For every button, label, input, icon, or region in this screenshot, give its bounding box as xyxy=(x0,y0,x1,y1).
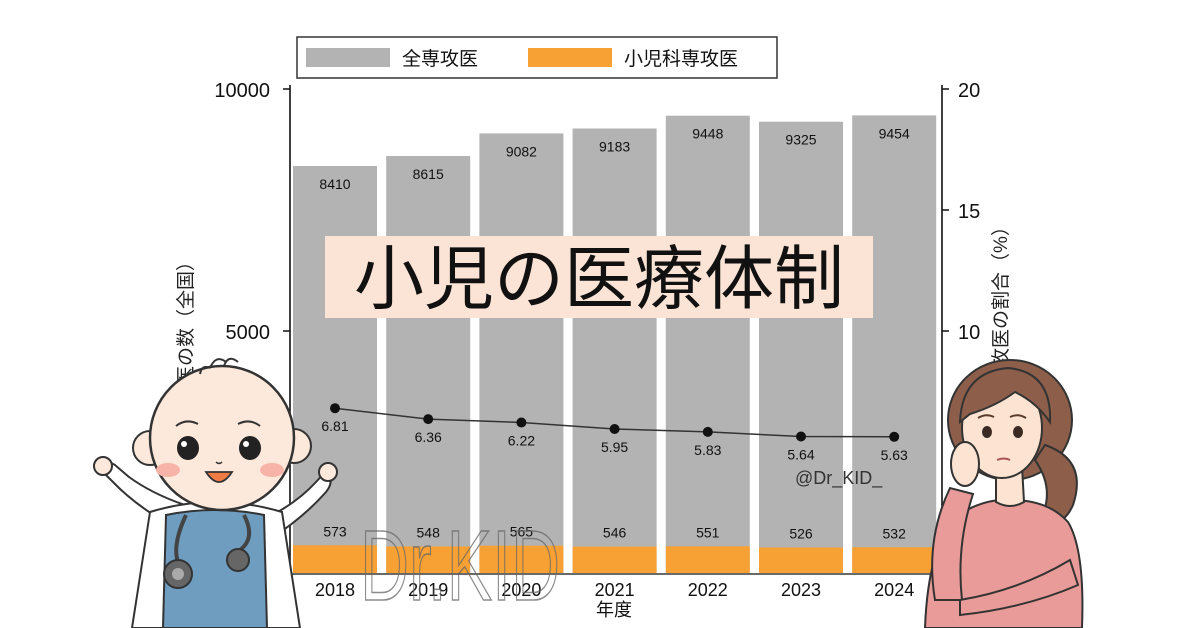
ratio-point-2023 xyxy=(796,431,806,442)
ratio-line-layer: 6.81 6.36 6.22 5.95 5.83 5.64 5.63 xyxy=(321,403,908,463)
baby-right-eye-highlight xyxy=(243,441,249,447)
total-value-label-2023: 9325 xyxy=(785,132,816,148)
ratio-point-2022 xyxy=(702,426,713,437)
x-tick-label-2024: 2024 xyxy=(874,580,914,600)
baby-head xyxy=(148,364,296,512)
total-bar-2022 xyxy=(665,115,750,573)
ratio-value-label-2023: 5.64 xyxy=(787,447,814,463)
stethoscope-chestpiece-inner xyxy=(172,568,184,580)
watermark-handle: @Dr_KID_ xyxy=(795,468,883,489)
x-tick-label-2023: 2023 xyxy=(781,580,821,600)
woman-fringe xyxy=(958,366,1052,426)
woman-right-eye xyxy=(1013,426,1023,438)
pediatric-value-label-2018: 573 xyxy=(323,523,347,539)
right-tick-label-15: 15 xyxy=(958,201,980,223)
watermark-logo: Dr.KID xyxy=(360,510,560,622)
ratio-value-label-2024: 5.63 xyxy=(881,447,908,463)
pediatric-value-label-2019: 548 xyxy=(417,525,441,541)
ratio-value-label-2020: 6.22 xyxy=(508,433,535,449)
left-tick-label-10000: 10000 xyxy=(214,80,270,102)
baby-left-eye-highlight xyxy=(181,441,187,447)
woman-raised-arm xyxy=(931,486,975,601)
x-tick-label-2018: 2018 xyxy=(315,580,355,600)
tick-layer: 5000 10000 10 15 20 2018 2019 2020 2021 2022 2023 2… xyxy=(214,80,980,600)
right-tick-label-20: 20 xyxy=(958,80,980,102)
woman-eyebrows xyxy=(977,414,1027,419)
legend-swatch-total xyxy=(306,48,390,67)
pediatric-bar-2020 xyxy=(479,545,564,573)
baby-eyebrows xyxy=(175,420,261,427)
pediatric-bar-2022 xyxy=(665,546,750,573)
x-tick-label-2022: 2022 xyxy=(688,580,728,600)
woman-mouth xyxy=(996,457,1011,461)
banner: 小児の医療体制 xyxy=(325,236,873,318)
baby-left-cheek xyxy=(156,463,180,477)
total-bar-2023 xyxy=(759,121,843,573)
ratio-value-label-2022: 5.83 xyxy=(694,442,721,458)
pediatric-value-label-2023: 526 xyxy=(789,526,813,542)
total-value-label-2020: 9082 xyxy=(506,143,537,159)
x-tick-label-2021: 2021 xyxy=(595,580,635,600)
legend-swatch-pediatric xyxy=(528,48,612,67)
pediatric-value-label-2024: 532 xyxy=(883,525,907,541)
baby-mouth xyxy=(204,471,234,483)
baby-nose xyxy=(215,461,223,465)
ratio-value-label-2018: 6.81 xyxy=(321,418,348,434)
pediatric-value-label-2022: 551 xyxy=(696,524,720,540)
legend: 全専攻医 小児科専攻医 xyxy=(296,36,778,79)
woman-folded-arm xyxy=(959,558,1080,617)
x-axis-title: 年度 xyxy=(596,600,632,620)
baby-hair-strands xyxy=(199,357,239,375)
total-value-label-2019: 8615 xyxy=(413,166,444,182)
woman-illustration xyxy=(923,359,1084,628)
ratio-point-2020 xyxy=(516,417,527,428)
ratio-point-2019 xyxy=(423,414,434,425)
pediatric-bar-2024 xyxy=(852,547,937,573)
total-bar-2020 xyxy=(479,133,564,573)
banner-title: 小児の医療体制 xyxy=(354,240,844,318)
baby-right-hand xyxy=(318,462,338,482)
x-tick-label-2020: 2020 xyxy=(501,580,541,600)
left-tick-label-5000: 5000 xyxy=(226,322,271,344)
y-axis-title-left: 攻医の数（全国） xyxy=(175,252,197,404)
data-label-layer: 8410 8615 9082 9183 9448 9325 9454 573 548 565 546… xyxy=(319,125,910,541)
stethoscope-earpiece xyxy=(226,548,250,572)
woman-hand-on-cheek xyxy=(950,441,980,487)
ratio-value-label-2021: 5.95 xyxy=(601,439,628,455)
ratio-point-2018 xyxy=(330,403,340,414)
total-value-label-2018: 8410 xyxy=(319,176,350,192)
legend-label-total: 全専攻医 xyxy=(402,48,478,70)
stethoscope-tube xyxy=(174,514,252,563)
pediatric-bar-2018 xyxy=(293,545,377,573)
pediatric-value-label-2021: 546 xyxy=(603,525,627,541)
bars-layer xyxy=(293,115,937,574)
total-value-label-2024: 9454 xyxy=(879,125,910,141)
axes xyxy=(289,85,943,575)
total-bar-2024 xyxy=(852,115,937,574)
x-tick-label-2019: 2019 xyxy=(408,580,448,600)
total-value-label-2021: 9183 xyxy=(599,139,630,155)
total-bar-2021 xyxy=(572,128,657,573)
pediatric-bar-2023 xyxy=(759,547,843,573)
total-value-label-2022: 9448 xyxy=(692,126,723,142)
legend-label-pediatric: 小児科専攻医 xyxy=(624,48,738,70)
banner-background xyxy=(325,236,873,318)
pediatric-bar-2019 xyxy=(386,546,471,573)
total-bar-2019 xyxy=(386,156,471,573)
baby-right-cheek xyxy=(260,463,284,477)
right-tick-label-10: 10 xyxy=(958,322,980,344)
ratio-value-label-2019: 6.36 xyxy=(415,429,442,445)
pediatric-value-label-2020: 565 xyxy=(510,524,534,540)
baby-left-hand xyxy=(93,456,113,476)
pediatric-bar-2021 xyxy=(572,546,657,573)
baby-left-eye xyxy=(177,436,199,460)
ratio-point-2021 xyxy=(609,424,620,434)
woman-left-eye xyxy=(982,426,992,438)
baby-right-eye xyxy=(239,436,261,460)
y-axis-title-right: 攻医の割合（%） xyxy=(990,217,1012,367)
ratio-point-2024 xyxy=(889,431,900,442)
baby-doctor-illustration xyxy=(93,357,338,628)
